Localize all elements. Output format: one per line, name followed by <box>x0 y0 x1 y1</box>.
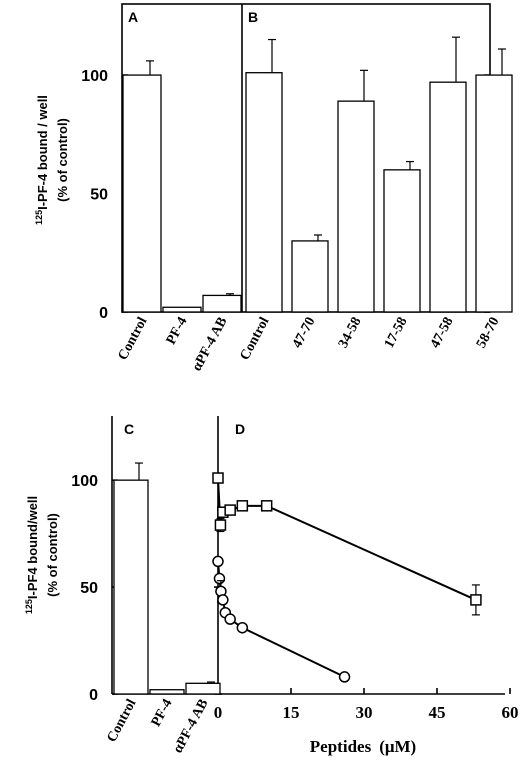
panel-a-category-label: PF-4 <box>164 315 191 347</box>
circle-marker <box>224 613 236 625</box>
x-tick-label: 0 <box>214 703 223 722</box>
panel-b-category-label: 47-58 <box>428 315 457 351</box>
circle-marker <box>338 671 351 683</box>
panel-label-c: C <box>124 421 134 437</box>
panel-b-category-label: 47-70 <box>290 315 319 351</box>
square-marker <box>212 472 224 484</box>
series-square-line <box>217 477 477 601</box>
bottom-y-axis-label: 125I-PF4 bound/well (% of control) <box>24 496 60 614</box>
panel-b-bar <box>383 169 421 313</box>
panel-c-category-label: Control <box>104 697 139 745</box>
panel-c-category-label: PF-4 <box>149 697 176 729</box>
svg-text:125I-PF-4 bound / well: 125I-PF-4 bound / well <box>34 95 50 225</box>
panel-a-bar <box>202 294 242 313</box>
top-y-tick-label: 50 <box>90 187 108 204</box>
top-y-label-text: I-PF-4 bound / well <box>35 95 50 210</box>
panel-c-bar <box>113 479 149 695</box>
panel-c-bar <box>149 689 185 695</box>
x-tick-label: 15 <box>283 703 300 722</box>
x-tick-label: 60 <box>502 703 519 722</box>
bottom-y-tick-label: 0 <box>89 687 98 704</box>
top-bars <box>122 36 513 313</box>
svg-text:125I-PF4 bound/well: 125I-PF4 bound/well <box>24 496 40 614</box>
panel-a-category-label: αPF-4 AB <box>190 315 231 374</box>
panel-b-category-label: 17-58 <box>382 315 411 351</box>
panel-label-b: B <box>248 9 258 25</box>
top-y-label-superscript: 125 <box>34 210 44 225</box>
panel-b-bar <box>429 81 467 313</box>
circle-marker <box>212 555 224 568</box>
square-marker <box>260 500 273 512</box>
panel-label-d: D <box>235 421 245 437</box>
panel-a-bar <box>162 306 202 313</box>
series-circle-line <box>217 561 345 678</box>
top-y-tick-label: 0 <box>99 305 108 322</box>
bottom-bars <box>113 462 221 695</box>
square-marker <box>214 519 227 531</box>
panel-a-bar <box>122 74 162 313</box>
panel-b-category-label: 58-70 <box>474 315 503 351</box>
panel-b-bar <box>291 240 329 313</box>
panel-b-bar <box>245 72 283 313</box>
top-y-label-line2: (% of control) <box>55 118 70 202</box>
panel-a-category-label: Control <box>115 315 150 363</box>
bottom-y-label-superscript: 125 <box>24 599 34 614</box>
top-figure: 125I-PF-4 bound / well (% of control) 0 5… <box>34 3 513 374</box>
x-tick-label: 45 <box>429 703 446 722</box>
bottom-y-tick-label: 100 <box>71 473 98 490</box>
bottom-axes <box>111 416 511 695</box>
panel-label-a: A <box>128 9 138 25</box>
bottom-y-tick-label: 50 <box>80 580 98 597</box>
x-tick-label: 30 <box>356 703 373 722</box>
panel-b-category-label: 34-58 <box>336 315 365 351</box>
bottom-y-label-line2: (% of control) <box>45 513 60 597</box>
square-marker <box>224 504 236 516</box>
x-axis-label-text: Peptides <box>310 737 372 756</box>
bottom-figure: 125I-PF4 bound/well (% of control) 0 50 10… <box>24 416 519 756</box>
bottom-line-series <box>212 472 482 683</box>
square-marker <box>470 594 482 606</box>
x-axis-label: Peptides (μM) <box>310 737 416 756</box>
circle-marker <box>217 594 229 606</box>
panel-b-category-label: Control <box>237 315 272 363</box>
panel-b-bar <box>337 100 375 313</box>
panel-c-bar <box>185 682 221 695</box>
panel-c-category-label: αPF-4 AB <box>171 697 212 756</box>
circle-marker <box>213 572 226 585</box>
x-axis-label-unit: (μM) <box>379 737 416 756</box>
top-y-axis-label: 125I-PF-4 bound / well (% of control) <box>34 95 70 225</box>
square-marker <box>236 500 249 512</box>
panel-b-bar <box>475 74 513 313</box>
circle-marker <box>236 621 249 634</box>
top-y-tick-label: 100 <box>81 68 108 85</box>
bottom-y-label-text: I-PF4 bound/well <box>25 496 40 599</box>
